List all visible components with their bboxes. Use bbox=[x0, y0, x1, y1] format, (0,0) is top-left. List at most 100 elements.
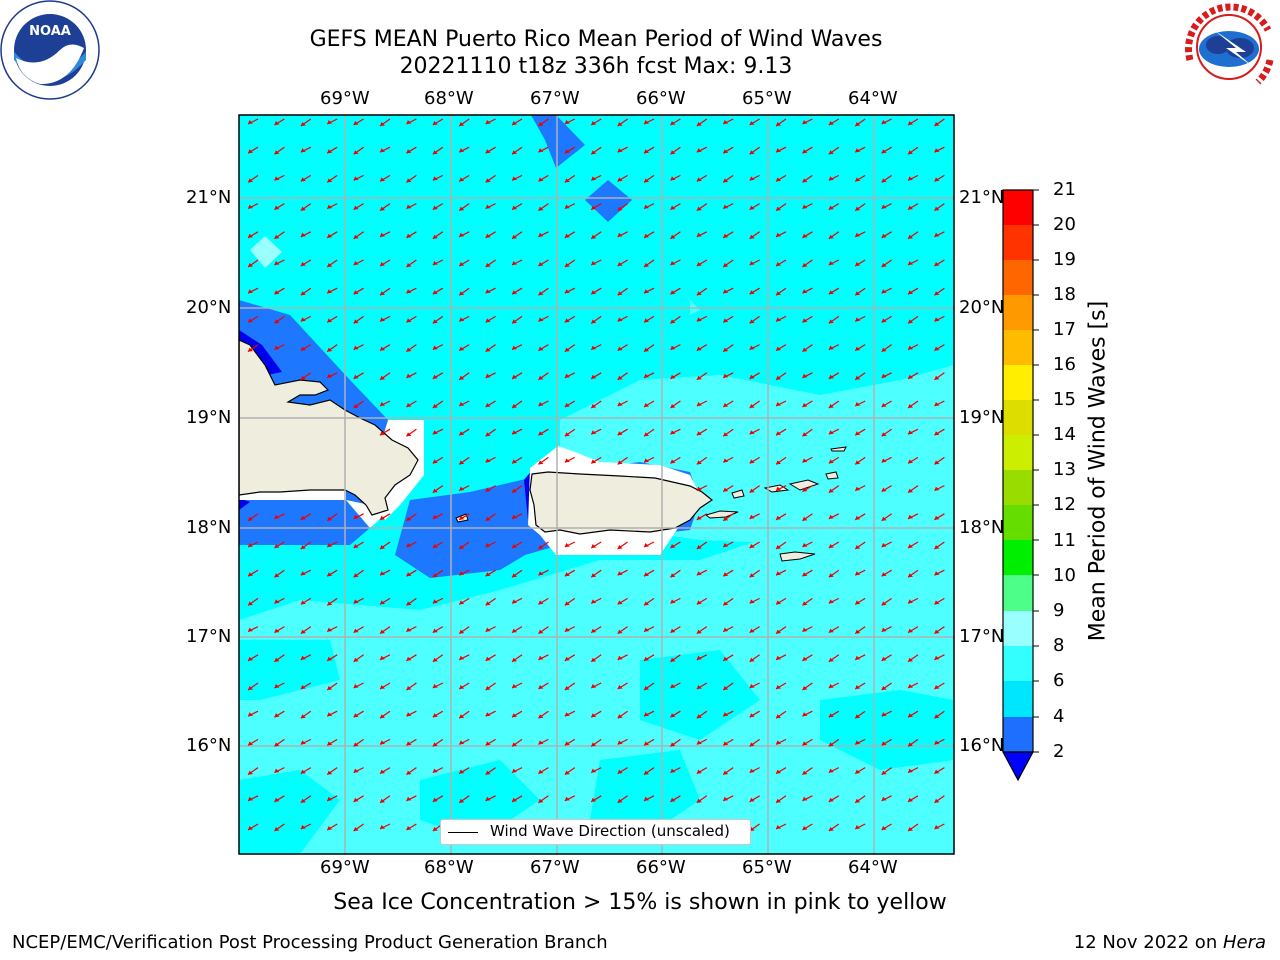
wind-wave-arrow bbox=[828, 428, 840, 435]
wind-wave-arrow bbox=[353, 174, 364, 181]
wind-wave-arrow bbox=[934, 456, 945, 465]
wind-wave-arrow bbox=[458, 146, 470, 153]
wind-wave-arrow bbox=[802, 146, 813, 154]
wind-wave-arrow bbox=[907, 738, 919, 747]
wind-wave-arrow bbox=[458, 682, 470, 690]
wind-wave-arrow bbox=[564, 203, 576, 210]
wind-wave-arrow bbox=[854, 287, 866, 296]
wind-wave-arrow bbox=[538, 456, 549, 465]
wind-wave-arrow bbox=[696, 485, 708, 492]
wind-wave-arrow bbox=[854, 400, 866, 407]
wind-wave-arrow bbox=[696, 428, 708, 436]
wind-wave-arrow bbox=[458, 203, 470, 212]
wind-wave-arrow bbox=[564, 767, 576, 776]
wind-wave-arrow bbox=[775, 174, 787, 182]
wind-wave-arrow bbox=[406, 682, 417, 691]
wind-wave-arrow bbox=[775, 682, 787, 690]
wind-wave-arrow bbox=[854, 710, 866, 719]
wind-wave-arrow bbox=[696, 259, 708, 267]
wind-wave-arrow bbox=[564, 146, 576, 154]
wind-wave-arrow bbox=[274, 682, 285, 689]
wind-wave-arrow bbox=[379, 287, 391, 296]
wind-wave-arrow bbox=[458, 372, 470, 381]
wind-wave-arrow bbox=[802, 259, 813, 268]
wind-wave-arrow bbox=[881, 118, 892, 125]
wind-wave-arrow bbox=[643, 372, 655, 379]
lon-tick-top: 69°W bbox=[320, 88, 370, 109]
wind-wave-arrow bbox=[775, 541, 787, 550]
wind-wave-arrow bbox=[643, 146, 655, 154]
wind-wave-arrow bbox=[538, 569, 549, 576]
wind-wave-arrow bbox=[802, 118, 813, 125]
wind-wave-arrow bbox=[379, 626, 391, 635]
wind-wave-arrow bbox=[828, 372, 840, 380]
wind-wave-arrow bbox=[696, 400, 708, 407]
wind-wave-arrow bbox=[511, 203, 523, 211]
wind-wave-arrow bbox=[881, 738, 892, 746]
wind-wave-arrow bbox=[564, 626, 576, 633]
wind-wave-arrow bbox=[670, 626, 681, 634]
wind-wave-arrow bbox=[828, 682, 840, 689]
nws-logo bbox=[1183, 1, 1275, 93]
wind-wave-arrow bbox=[274, 795, 285, 803]
wind-wave-arrow bbox=[749, 710, 760, 718]
wind-wave-arrow bbox=[617, 541, 628, 550]
wind-wave-arrow bbox=[485, 767, 496, 776]
wind-wave-arrow bbox=[643, 626, 655, 633]
wind-wave-arrow bbox=[538, 541, 549, 550]
wind-wave-arrow bbox=[326, 569, 338, 577]
wind-wave-arrow bbox=[353, 738, 364, 747]
wind-wave-arrow bbox=[564, 456, 576, 463]
wind-wave-arrow bbox=[617, 597, 628, 605]
wind-wave-arrow bbox=[511, 682, 523, 689]
wind-wave-arrow bbox=[485, 710, 496, 717]
lon-tick-bottom: 64°W bbox=[848, 857, 898, 878]
wind-wave-arrow bbox=[696, 203, 708, 212]
wind-wave-arrow bbox=[590, 682, 602, 689]
wind-wave-arrow bbox=[379, 372, 391, 381]
wind-wave-arrow bbox=[802, 569, 813, 577]
wind-wave-arrow bbox=[828, 315, 840, 324]
wind-wave-arrow bbox=[432, 174, 444, 181]
wind-wave-arrow bbox=[722, 118, 734, 125]
lat-tick-right: 20°N bbox=[959, 297, 1005, 318]
wind-wave-arrow bbox=[828, 626, 840, 634]
wind-wave-arrow bbox=[670, 710, 681, 718]
colorbar-tick: 11 bbox=[1053, 530, 1076, 551]
colorbar-tick: 15 bbox=[1053, 389, 1076, 410]
wind-wave-arrow bbox=[300, 541, 312, 550]
colorbar-tick: 17 bbox=[1053, 319, 1076, 340]
wind-wave-arrow bbox=[379, 682, 391, 690]
lon-tick-bottom: 68°W bbox=[424, 857, 474, 878]
wind-wave-arrow bbox=[406, 118, 417, 125]
wind-wave-arrow bbox=[828, 597, 840, 604]
wind-wave-arrow bbox=[934, 428, 945, 436]
wind-wave-arrow bbox=[722, 259, 734, 268]
wind-wave-arrow bbox=[432, 428, 444, 435]
footer-date-text: 12 Nov 2022 on bbox=[1073, 932, 1223, 953]
wind-wave-arrow bbox=[353, 287, 364, 295]
wind-wave-arrow bbox=[511, 259, 523, 266]
lat-tick-left: 19°N bbox=[186, 407, 232, 428]
wind-wave-arrow bbox=[458, 174, 470, 182]
colorbar-tick: 19 bbox=[1053, 249, 1076, 270]
wind-wave-arrow bbox=[934, 372, 945, 381]
wind-wave-arrow bbox=[643, 344, 655, 353]
wind-wave-arrow bbox=[300, 203, 312, 212]
wind-wave-arrow bbox=[696, 344, 708, 352]
wind-wave-arrow bbox=[458, 569, 470, 576]
wind-wave-arrow bbox=[881, 231, 892, 239]
wind-wave-arrow bbox=[379, 344, 391, 352]
wind-wave-arrow bbox=[432, 767, 444, 774]
wind-wave-arrow bbox=[749, 569, 760, 578]
wind-wave-arrow bbox=[934, 738, 945, 745]
wind-wave-arrow bbox=[934, 710, 945, 719]
wind-wave-arrow bbox=[511, 118, 523, 126]
wind-wave-arrow bbox=[432, 456, 444, 464]
wind-wave-arrow bbox=[379, 767, 391, 775]
wind-wave-arrow bbox=[538, 287, 549, 296]
wind-wave-arrow bbox=[749, 259, 760, 266]
wind-wave-arrow bbox=[511, 428, 523, 435]
wind-wave-arrow bbox=[353, 400, 364, 409]
wind-wave-arrow bbox=[511, 372, 523, 380]
